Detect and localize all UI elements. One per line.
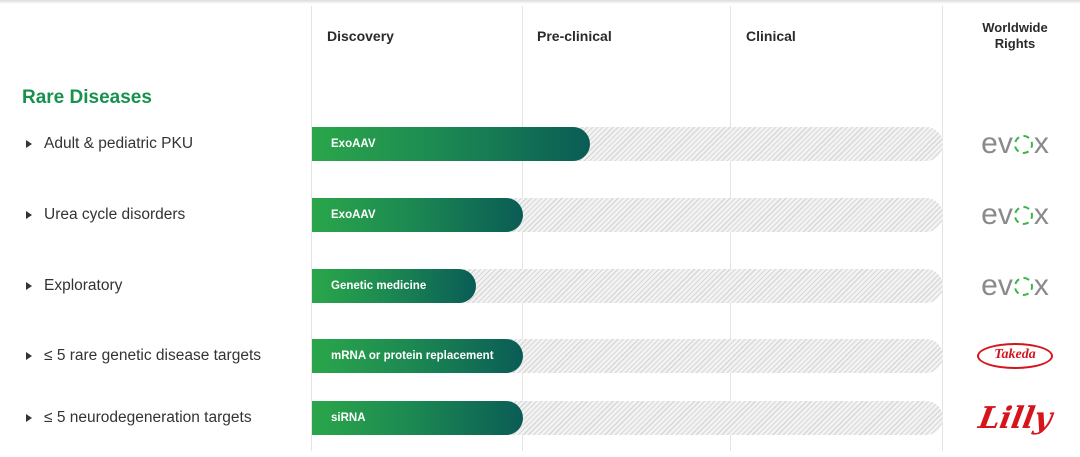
progress-bar: ExoAAV bbox=[312, 198, 523, 232]
evox-logo-ring-icon bbox=[1013, 134, 1033, 154]
evox-logo: ev x bbox=[981, 198, 1049, 232]
column-header-discovery: Discovery bbox=[327, 28, 394, 44]
evox-logo-ring-icon bbox=[1013, 276, 1033, 296]
rights-logo: ev x bbox=[950, 195, 1080, 235]
evox-logo-letters: ev bbox=[981, 198, 1013, 231]
evox-logo-ring-icon bbox=[1013, 205, 1033, 225]
modality-label: mRNA or protein replacement bbox=[331, 350, 494, 362]
progress-bar: ExoAAV bbox=[312, 127, 590, 161]
rights-logo: Lilly bbox=[950, 398, 1080, 438]
rights-header-line2: Rights bbox=[994, 36, 1036, 51]
section-title: Rare Diseases bbox=[22, 87, 152, 108]
modality-label: siRNA bbox=[331, 412, 366, 424]
column-header-worldwide-rights: Worldwide Rights bbox=[950, 20, 1080, 52]
program-name: Exploratory bbox=[44, 277, 123, 294]
takeda-logo-text: Takeda bbox=[994, 347, 1036, 362]
column-header-clinical: Clinical bbox=[746, 28, 796, 44]
column-header-preclinical: Pre-clinical bbox=[537, 28, 612, 44]
lilly-logo: Lilly bbox=[975, 400, 1055, 436]
bullet-triangle-icon bbox=[26, 211, 32, 219]
column-divider bbox=[311, 6, 312, 451]
bullet-triangle-icon bbox=[26, 414, 32, 422]
evox-logo-letter: x bbox=[1033, 198, 1049, 231]
progress-bar: siRNA bbox=[312, 401, 523, 435]
top-shadow bbox=[0, 0, 1080, 4]
evox-logo: ev x bbox=[981, 269, 1049, 303]
bullet-triangle-icon bbox=[26, 140, 32, 148]
rights-logo: Takeda bbox=[950, 336, 1080, 376]
evox-logo-letters: ev bbox=[981, 127, 1013, 160]
progress-bar: Genetic medicine bbox=[312, 269, 476, 303]
rights-logo: ev x bbox=[950, 266, 1080, 306]
program-label: ≤ 5 neurodegeneration targets bbox=[26, 401, 252, 435]
evox-logo: ev x bbox=[981, 127, 1049, 161]
bullet-triangle-icon bbox=[26, 352, 32, 360]
takeda-logo: Takeda bbox=[977, 343, 1053, 369]
program-name: Urea cycle disorders bbox=[44, 206, 186, 223]
program-label: ≤ 5 rare genetic disease targets bbox=[26, 339, 261, 373]
program-name: ≤ 5 neurodegeneration targets bbox=[44, 409, 252, 426]
evox-logo-letter: x bbox=[1033, 269, 1049, 302]
evox-logo-letter: x bbox=[1033, 127, 1049, 160]
takeda-logo-ring-icon bbox=[977, 343, 1053, 369]
modality-label: ExoAAV bbox=[331, 138, 376, 150]
bullet-triangle-icon bbox=[26, 282, 32, 290]
program-name: ≤ 5 rare genetic disease targets bbox=[44, 347, 262, 364]
rights-logo: ev x bbox=[950, 124, 1080, 164]
program-name: Adult & pediatric PKU bbox=[44, 135, 194, 152]
program-label: Adult & pediatric PKU bbox=[26, 127, 193, 161]
modality-label: ExoAAV bbox=[331, 209, 376, 221]
program-label: Exploratory bbox=[26, 269, 122, 303]
modality-label: Genetic medicine bbox=[331, 280, 427, 292]
evox-logo-letters: ev bbox=[981, 269, 1013, 302]
progress-bar: mRNA or protein replacement bbox=[312, 339, 523, 373]
program-label: Urea cycle disorders bbox=[26, 198, 185, 232]
rights-header-line1: Worldwide bbox=[982, 20, 1048, 35]
column-divider bbox=[942, 6, 943, 451]
